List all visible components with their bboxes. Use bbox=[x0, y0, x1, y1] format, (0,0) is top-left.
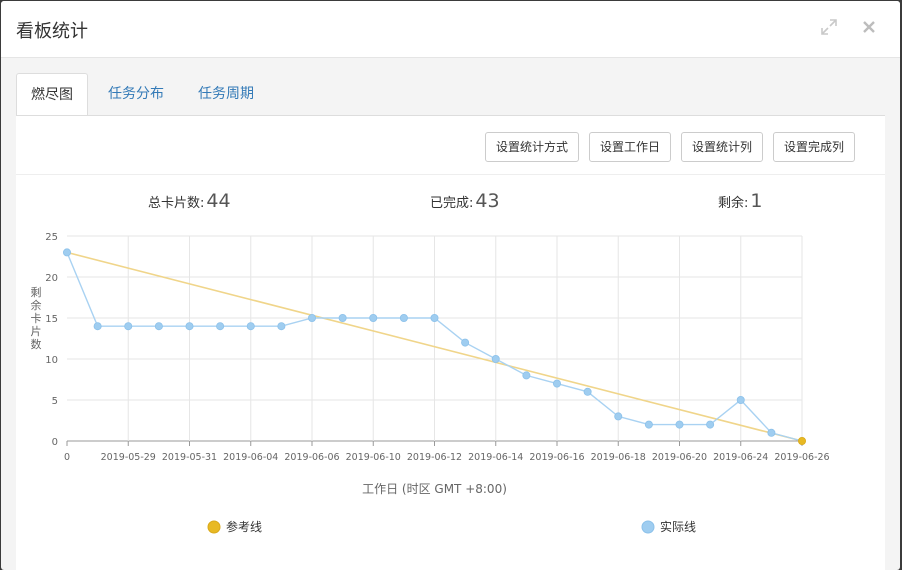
actual-line-point bbox=[522, 371, 531, 380]
y-tick-label: 20 bbox=[45, 273, 58, 284]
completed-label: 已完成: bbox=[430, 196, 474, 211]
y-axis-label-char: 余 bbox=[31, 298, 42, 312]
actual-line-point bbox=[307, 314, 316, 323]
completed-value: 43 bbox=[475, 190, 500, 212]
actual-line-point bbox=[736, 395, 745, 404]
x-tick-label: 2019-05-29 bbox=[101, 452, 156, 463]
x-tick-label: 2019-06-04 bbox=[223, 452, 278, 463]
x-tick-label: 2019-06-18 bbox=[591, 452, 646, 463]
actual-line-point bbox=[93, 322, 102, 331]
tab-bar: 燃尽图 任务分布 任务周期 bbox=[16, 73, 885, 117]
actual-line-point bbox=[553, 379, 562, 388]
y-axis-label-char: 卡 bbox=[31, 312, 42, 325]
legend-label-reference: 参考线 bbox=[226, 519, 262, 534]
completed-stat: 已完成: 43 bbox=[430, 190, 500, 212]
x-tick-label: 2019-06-10 bbox=[346, 452, 401, 463]
burndown-panel: 设置统计方式 设置工作日 设置统计列 设置完成列 总卡片数: 44 已完成: 43 … bbox=[16, 115, 885, 570]
actual-line-point bbox=[369, 314, 378, 323]
actual-line-point bbox=[63, 248, 72, 257]
axis-layer: 0 5 10 15 20 25 0 2019-05-29 2019-05-31 2019-06-0… bbox=[31, 232, 830, 496]
expand-icon[interactable] bbox=[817, 15, 841, 39]
burndown-chart: 0 5 10 15 20 25 0 2019-05-29 2019-05-31 2019-06-0… bbox=[31, 232, 830, 534]
actual-line-point bbox=[675, 420, 684, 429]
y-tick-label: 5 bbox=[52, 396, 58, 407]
actual-line-point bbox=[277, 322, 286, 331]
close-icon[interactable] bbox=[857, 15, 881, 39]
y-tick-label: 25 bbox=[45, 232, 58, 243]
actual-line-point bbox=[399, 314, 408, 323]
set-stat-column-button[interactable]: 设置统计列 bbox=[681, 132, 763, 162]
total-cards-value: 44 bbox=[206, 190, 231, 212]
actual-line-point bbox=[461, 338, 470, 347]
actual-line-point bbox=[430, 314, 439, 323]
y-tick-label: 15 bbox=[45, 314, 58, 325]
x-axis-label: 工作日 (时区 GMT +8:00) bbox=[362, 482, 507, 496]
y-axis-label-char: 剩 bbox=[31, 286, 42, 299]
x-tick-label: 2019-06-24 bbox=[713, 452, 768, 463]
x-tick-label: 2019-06-20 bbox=[652, 452, 707, 463]
toolbar-divider bbox=[16, 174, 885, 175]
actual-line-point bbox=[338, 314, 347, 323]
actual-line-point bbox=[767, 428, 776, 437]
actual-line-point bbox=[246, 322, 255, 331]
y-tick-label: 0 bbox=[52, 437, 58, 448]
series-layer bbox=[63, 248, 807, 445]
legend-layer: 参考线 实际线 bbox=[207, 519, 696, 534]
legend-marker-reference bbox=[207, 520, 221, 534]
remaining-stat: 剩余: 1 bbox=[718, 190, 762, 212]
x-tick-label: 2019-05-31 bbox=[162, 452, 217, 463]
x-tick-label: 2019-06-06 bbox=[284, 452, 339, 463]
remaining-label: 剩余: bbox=[718, 196, 749, 211]
actual-line-point bbox=[583, 387, 592, 396]
actual-line-point bbox=[124, 322, 133, 331]
total-cards-label: 总卡片数: bbox=[148, 196, 205, 211]
x-tick-label: 2019-06-12 bbox=[407, 452, 462, 463]
reference-line bbox=[66, 251, 803, 442]
actual-line-point bbox=[644, 420, 653, 429]
tab-task-cycle[interactable]: 任务周期 bbox=[198, 86, 254, 102]
x-tick-label: 2019-06-26 bbox=[774, 452, 829, 463]
x-tick-label: 0 bbox=[64, 452, 70, 463]
modal-title: 看板统计 bbox=[16, 21, 88, 42]
x-tick-label: 2019-06-16 bbox=[529, 452, 584, 463]
set-done-column-button[interactable]: 设置完成列 bbox=[773, 132, 855, 162]
x-tick-label: 2019-06-14 bbox=[468, 452, 523, 463]
legend-marker-actual bbox=[641, 520, 655, 534]
actual-line-point bbox=[491, 354, 500, 363]
grid-layer bbox=[67, 235, 803, 442]
y-axis-label-char: 片 bbox=[31, 325, 42, 338]
actual-line-point bbox=[154, 322, 163, 331]
legend-label-actual: 实际线 bbox=[660, 519, 696, 534]
actual-line-point bbox=[706, 420, 715, 429]
remaining-value: 1 bbox=[750, 190, 763, 212]
total-cards-stat: 总卡片数: 44 bbox=[148, 190, 231, 212]
reference-line-point bbox=[798, 436, 807, 445]
tab-burndown[interactable]: 燃尽图 bbox=[16, 73, 88, 117]
set-stat-method-button[interactable]: 设置统计方式 bbox=[485, 132, 579, 162]
actual-line-point bbox=[185, 322, 194, 331]
actual-line-point bbox=[614, 412, 623, 421]
modal-header: 看板统计 bbox=[1, 1, 900, 58]
y-axis-label-char: 数 bbox=[31, 338, 42, 351]
tab-task-distribution[interactable]: 任务分布 bbox=[108, 86, 164, 102]
y-tick-label: 10 bbox=[45, 355, 58, 366]
set-workday-button[interactable]: 设置工作日 bbox=[589, 132, 671, 162]
actual-line-point bbox=[216, 322, 225, 331]
